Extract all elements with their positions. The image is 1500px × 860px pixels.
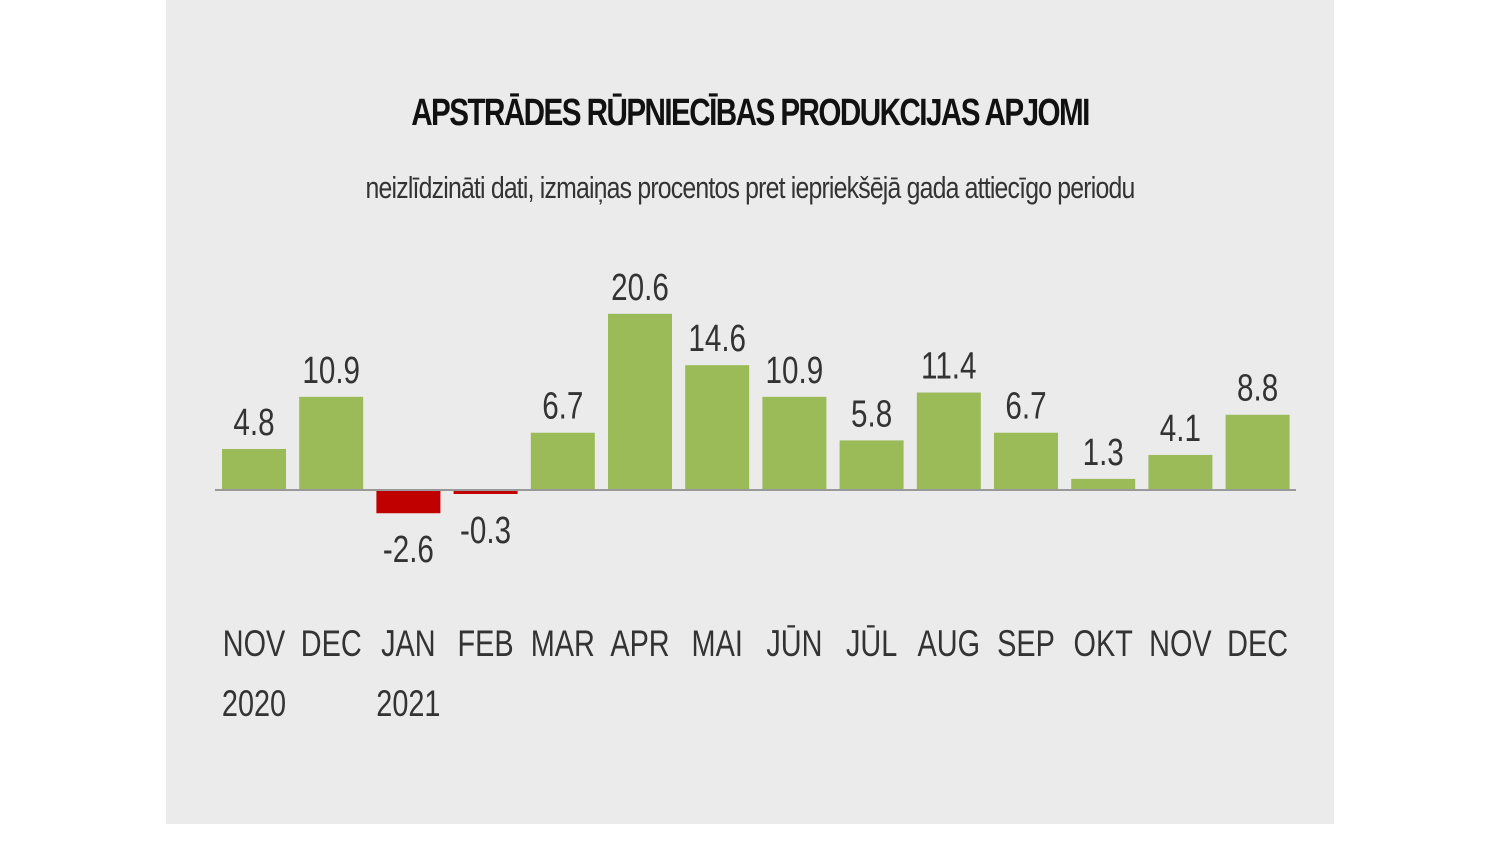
category-label-11: SEP (997, 624, 1055, 665)
value-label-13: 4.1 (1160, 407, 1201, 449)
value-label-8: 10.9 (766, 349, 824, 391)
category-label-8: JŪN (766, 624, 822, 665)
bar-7 (685, 365, 750, 490)
bar-1 (222, 448, 286, 490)
value-label-11: 6.7 (1005, 385, 1046, 427)
category-label-4: FEB (458, 624, 514, 665)
bar-13 (1148, 454, 1213, 490)
category-label-14: DEC (1227, 624, 1288, 665)
bar-8 (762, 396, 827, 490)
bar-14 (1225, 414, 1290, 490)
bars-group (222, 313, 1290, 514)
value-label-12: 1.3 (1083, 431, 1124, 473)
chart-subtitle: neizlīdzināti dati, izmaiņas procentos p… (365, 170, 1136, 205)
value-label-6: 20.6 (611, 266, 669, 308)
value-label-5: 6.7 (542, 385, 583, 427)
bar-5 (530, 432, 595, 490)
bar-10 (916, 392, 981, 490)
bar-4 (453, 491, 518, 494)
value-label-10: 11.4 (921, 345, 976, 387)
value-label-7: 14.6 (688, 318, 746, 360)
category-label-7: MAI (692, 624, 743, 665)
bar-12 (1071, 478, 1136, 490)
bar-11 (994, 432, 1058, 490)
labels-group: 4.8 NOV 2020 10.9 DEC -2.6 JAN 2021 -0.3 FEB 6.7 MA… (222, 266, 1288, 725)
category-label-9: JŪL (846, 624, 897, 665)
value-label-14: 8.8 (1237, 367, 1278, 409)
value-label-3: -2.6 (383, 529, 434, 571)
chart-title: APSTRĀDES RŪPNIECĪBAS PRODUKCIJAS APJOMI (411, 92, 1090, 134)
value-label-4: -0.3 (460, 510, 511, 552)
category-label-6: APR (610, 624, 669, 665)
category-label-5: MAR (531, 624, 595, 665)
category-label-2: DEC (301, 624, 362, 665)
category-label-1: NOV (223, 624, 286, 665)
bar-2 (299, 396, 364, 490)
category-label-10: AUG (918, 624, 981, 665)
value-label-1: 4.8 (233, 402, 274, 444)
bar-3 (376, 491, 441, 514)
category-label-3: JAN (381, 624, 436, 665)
year-label-1: 2020 (222, 684, 286, 725)
bar-9 (839, 440, 904, 490)
value-label-9: 5.8 (851, 393, 892, 435)
value-label-2: 10.9 (302, 349, 360, 391)
year-label-3: 2021 (376, 684, 440, 725)
category-label-13: NOV (1149, 624, 1212, 665)
bar-6 (608, 313, 672, 490)
category-label-12: OKT (1074, 624, 1133, 665)
